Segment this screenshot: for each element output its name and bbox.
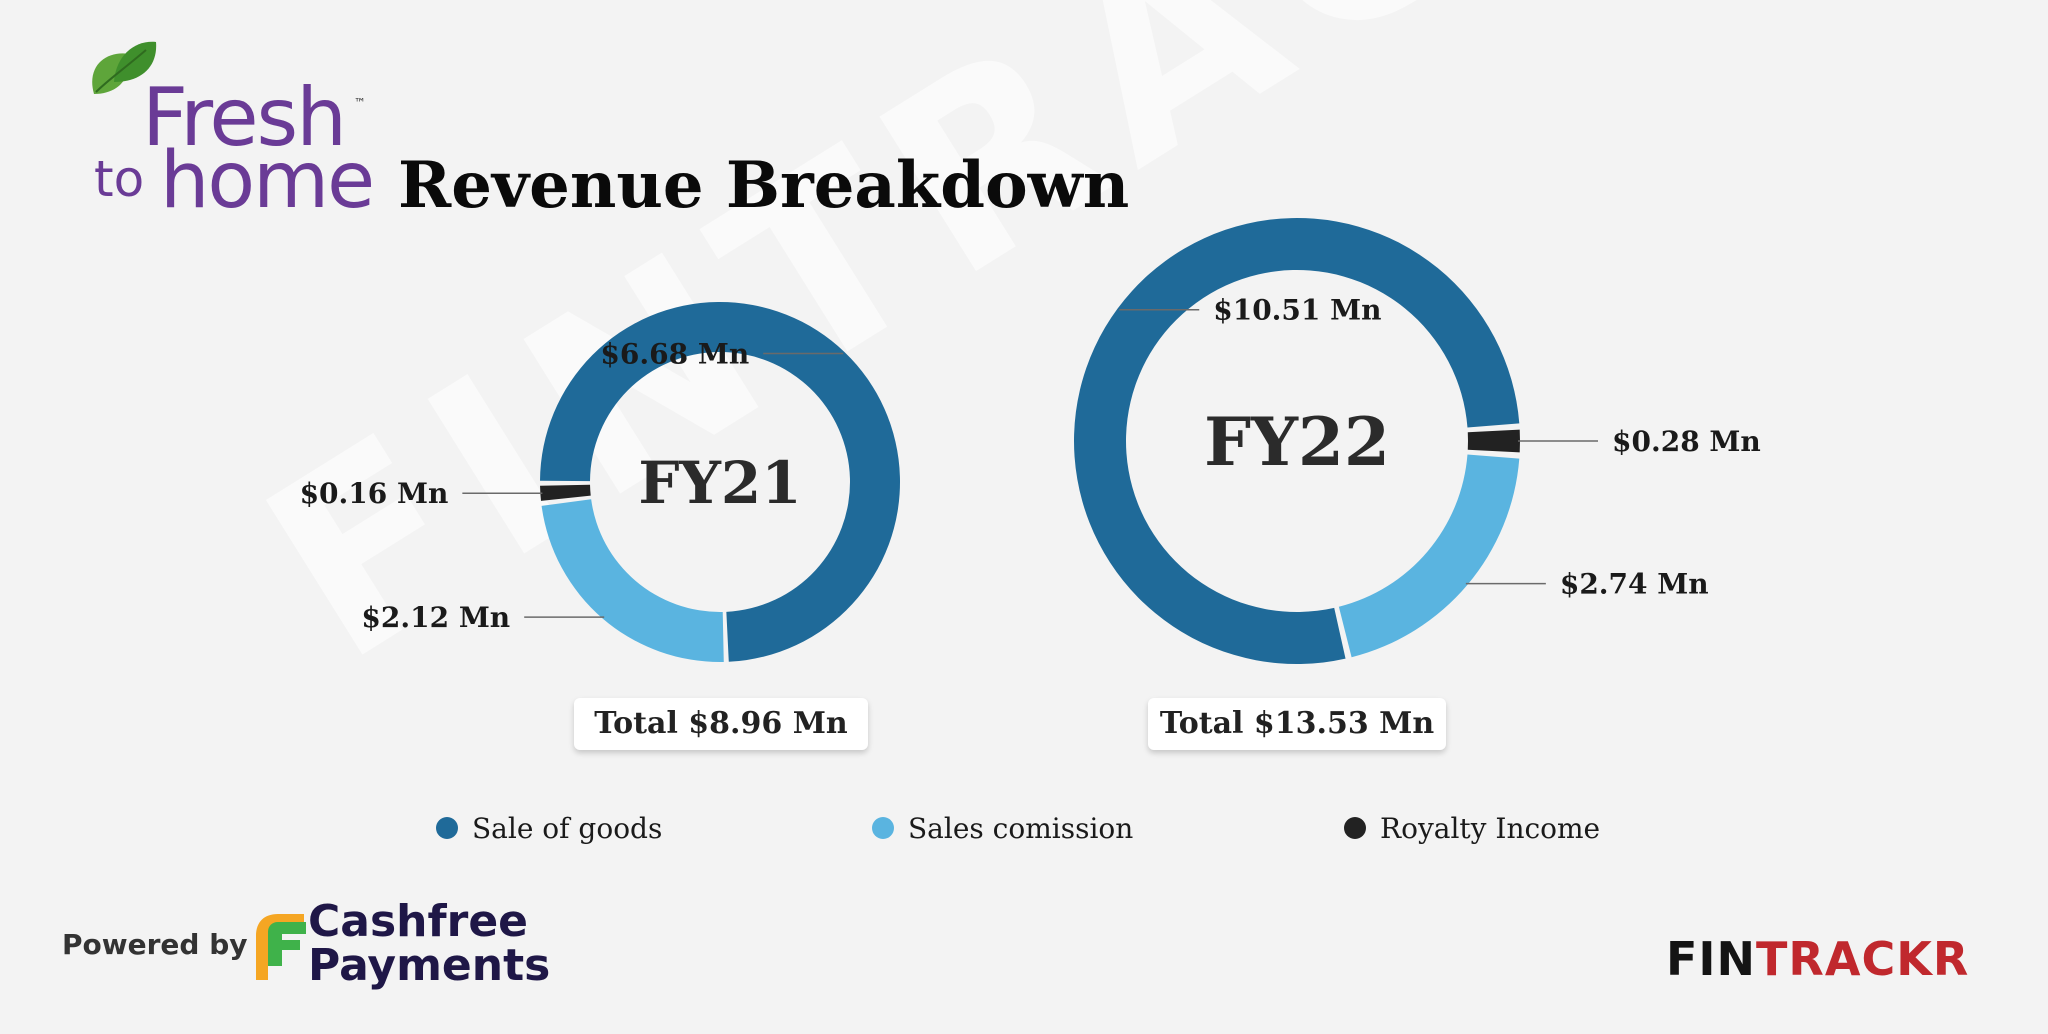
logo-fresh-text: Fresh (142, 71, 347, 164)
fy21-total-badge: Total $8.96 Mn (574, 698, 868, 750)
legend-swatch (436, 817, 458, 839)
fy21-slice-sales-comission (541, 499, 724, 662)
fy22-center-title: FY22 (1204, 403, 1390, 481)
leaf-icon (92, 41, 157, 94)
legend-label: Royalty Income (1380, 811, 1601, 845)
fintrackr-logo-fin: FIN (1666, 932, 1757, 986)
cashfree-logo-icon (256, 914, 306, 980)
legend-swatch (872, 817, 894, 839)
fy21-slice-royalty-income (540, 484, 591, 501)
fy22-slice-sales-comission (1338, 454, 1520, 658)
fy21-label-sale-of-goods: $6.68 Mn (600, 338, 749, 371)
legend-item-royalty-income: Royalty Income (1344, 808, 1600, 848)
fy21-label-royalty-income: $0.16 Mn (300, 477, 449, 510)
fy22-total-badge: Total $13.53 Mn (1148, 698, 1446, 750)
logo-trademark: ™ (354, 96, 366, 110)
fy22-label-sales-comission: $2.74 Mn (1560, 568, 1709, 601)
fintrackr-logo: FINTRACKR (1666, 932, 1969, 986)
cashfree-line2: Payments (308, 940, 551, 991)
logo-to-text: to (94, 150, 145, 208)
legend-item-sales-commission: Sales comission (872, 808, 1133, 848)
fy22-donut: $0.28 Mn $2.74 Mn $10.51 Mn FY22 (1074, 218, 1761, 665)
fintrackr-logo-trackr: TRACKR (1756, 932, 1970, 986)
fy22-label-sale-of-goods: $10.51 Mn (1213, 294, 1381, 327)
legend-label: Sale of goods (472, 811, 663, 845)
legend-item-sale-of-goods: Sale of goods (436, 808, 662, 848)
fy21-donut: $2.12 Mn $0.16 Mn $6.68 Mn FY21 (300, 302, 900, 662)
powered-by-text: Powered by (62, 928, 248, 961)
logo-home-text: home (160, 136, 375, 226)
cashfree-wordmark: Cashfree Payments (308, 900, 550, 988)
fy21-center-title: FY21 (638, 449, 801, 517)
freshtohome-logo: Fresh ™ to home (86, 36, 376, 226)
cashfree-line1: Cashfree (308, 896, 529, 947)
fy22-label-royalty-income: $0.28 Mn (1612, 425, 1761, 458)
page-title: Revenue Breakdown (398, 148, 1130, 223)
legend-swatch (1344, 817, 1366, 839)
fy22-slice-royalty-income (1467, 429, 1520, 453)
legend-label: Sales comission (908, 811, 1134, 845)
fy21-label-sales-comission: $2.12 Mn (361, 601, 510, 634)
